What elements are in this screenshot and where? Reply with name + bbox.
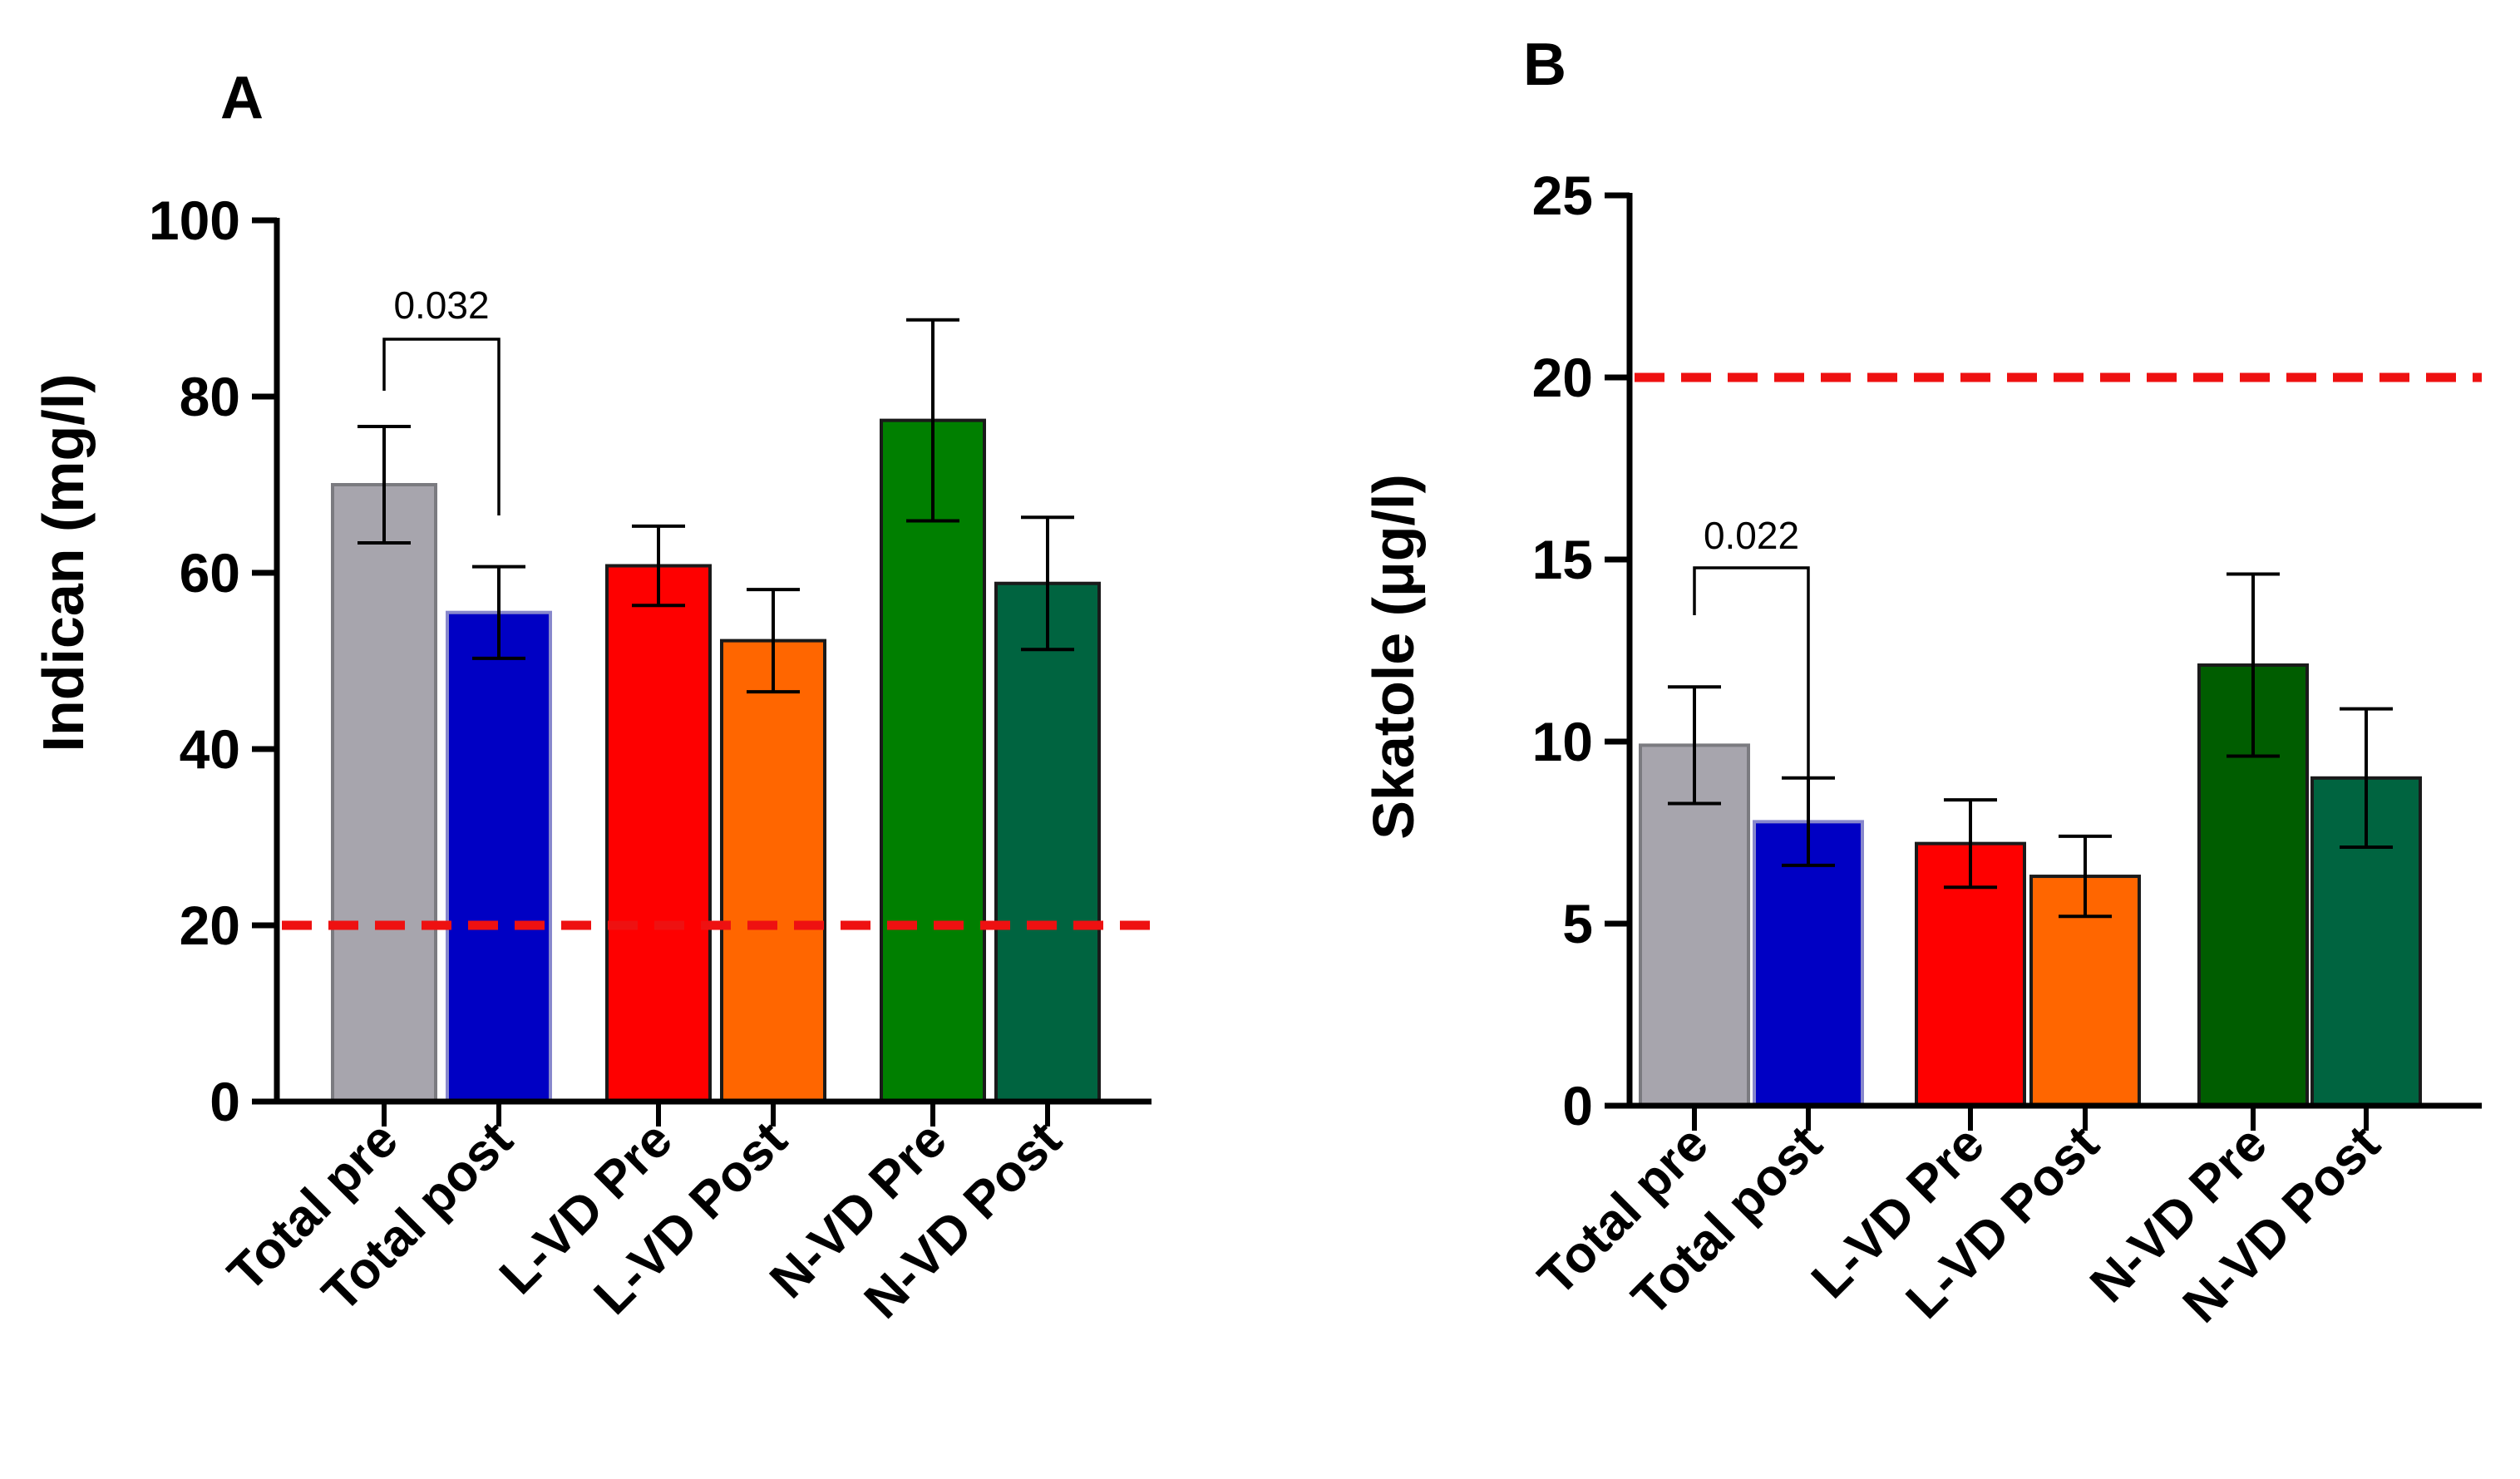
- panel-a-plot: 0.032: [274, 218, 1152, 1105]
- panel-b-letter: B: [1523, 32, 1566, 98]
- panel-b-y-tick-label: 15: [1532, 529, 1593, 590]
- panel-a-y-ticks: 0 20 40 60 80 100: [149, 190, 277, 1132]
- panel-b-y-tick-label: 10: [1532, 711, 1593, 772]
- panel-a-significance-bracket: [382, 338, 501, 515]
- panel-a-bar: [720, 638, 826, 1103]
- panel-a-y-axis-label: Indican (mg/l): [31, 374, 96, 752]
- panel-a-bar: [331, 483, 437, 1103]
- panel-b-y-tick-label: 25: [1532, 165, 1593, 226]
- panel-b-significance-bracket: [1693, 566, 1810, 819]
- panel-a-y-tick-label: 60: [180, 542, 240, 604]
- panel-b-y-tick-label: 5: [1562, 893, 1593, 954]
- panel-b-y-tick-label: 20: [1532, 347, 1593, 408]
- panel-b-y-tick-label: 0: [1562, 1075, 1593, 1136]
- panel-b-significance-label: 0.022: [1704, 514, 1799, 557]
- panel-a: A Indican (mg/l) 0 20 40 60 80 100 0.032 Tota…: [31, 65, 1152, 1329]
- panel-a-bar: [994, 581, 1101, 1103]
- panel-a-bar: [605, 564, 712, 1103]
- panel-a-y-tick-label: 100: [149, 190, 240, 251]
- panel-a-y-tick-label: 40: [180, 718, 240, 780]
- panel-b-plot: 0.022: [1626, 193, 2482, 1109]
- panel-a-y-tick-label: 80: [180, 366, 240, 427]
- panel-b-bar: [1639, 743, 1750, 1107]
- panel-a-letter: A: [220, 65, 264, 131]
- panel-a-significance-label: 0.032: [393, 283, 489, 327]
- panel-a-y-tick-label: 20: [180, 895, 240, 956]
- panel-a-bar: [446, 610, 552, 1103]
- panel-b-bar: [1753, 820, 1864, 1107]
- panel-a-bar: [880, 418, 986, 1103]
- panel-b-y-ticks: 0 5 10 15 20 25: [1532, 165, 1630, 1136]
- panel-b-y-axis-label: Skatole (μg/l): [1361, 474, 1426, 840]
- panel-a-y-tick-label: 0: [210, 1071, 240, 1132]
- panel-b: B Skatole (μg/l) 0 5 10 15 20 25 0.022 Total …: [1361, 32, 2482, 1334]
